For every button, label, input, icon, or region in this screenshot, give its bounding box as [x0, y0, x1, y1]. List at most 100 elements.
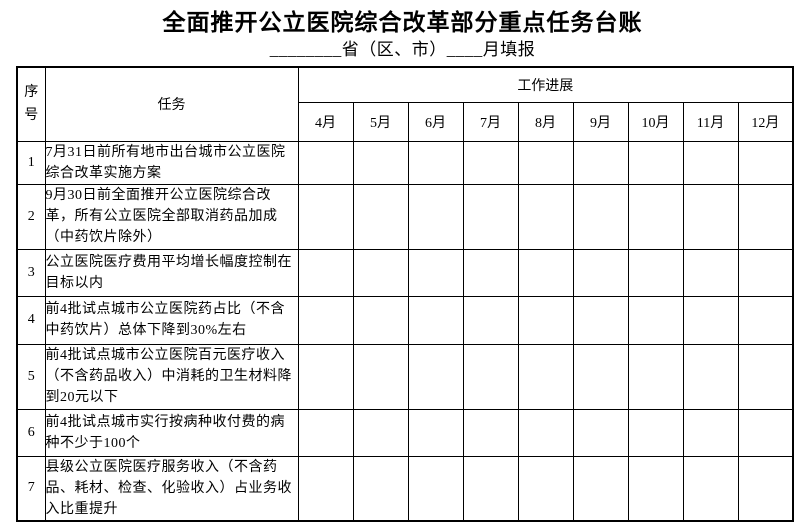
task-cell: 前4批试点城市公立医院百元医疗收入（不含药品收入）中消耗的卫生材料降到20元以下 — [44, 343, 299, 410]
progress-cell — [517, 408, 574, 457]
progress-cell — [352, 455, 409, 521]
progress-cell — [517, 455, 574, 521]
progress-cell — [627, 343, 684, 410]
progress-cell — [462, 408, 519, 457]
progress-cell — [682, 140, 739, 185]
progress-cell — [297, 408, 354, 457]
serial-cell: 1 — [16, 140, 46, 185]
progress-cell — [682, 248, 739, 297]
task-cell: 县级公立医院医疗服务收入（不含药品、耗材、检查、化验收入）占业务收入比重提升 — [44, 455, 299, 521]
progress-cell — [352, 343, 409, 410]
progress-cell — [572, 455, 629, 521]
progress-cell — [352, 248, 409, 297]
progress-cell — [517, 248, 574, 297]
serial-cell: 6 — [16, 408, 46, 457]
progress-cell — [297, 455, 354, 521]
progress-cell — [737, 248, 794, 297]
table-row: 7 县级公立医院医疗服务收入（不含药品、耗材、检查、化验收入）占业务收入比重提升 — [16, 455, 794, 521]
progress-cell — [407, 455, 464, 521]
progress-cell — [297, 248, 354, 297]
serial-cell: 3 — [16, 248, 46, 297]
task-cell: 7月31日前所有地市出台城市公立医院综合改革实施方案 — [44, 140, 299, 185]
task-cell: 公立医院医疗费用平均增长幅度控制在目标以内 — [44, 248, 299, 297]
serial-cell: 2 — [16, 183, 46, 250]
progress-cell — [682, 408, 739, 457]
progress-cell — [737, 140, 794, 185]
progress-cell — [352, 183, 409, 250]
progress-cell — [517, 183, 574, 250]
progress-cell — [462, 183, 519, 250]
col-header-month: 8月 — [517, 101, 574, 142]
progress-cell — [682, 183, 739, 250]
progress-cell — [737, 343, 794, 410]
header-row-top: 序号 任务 工作进展 — [16, 66, 794, 142]
progress-cell — [462, 455, 519, 521]
progress-cell — [407, 248, 464, 297]
table-row: 1 7月31日前所有地市出台城市公立医院综合改革实施方案 — [16, 140, 794, 185]
col-header-month: 6月 — [407, 101, 464, 142]
table-row: 5 前4批试点城市公立医院百元医疗收入（不含药品收入）中消耗的卫生材料降到20元… — [16, 343, 794, 410]
progress-cell — [407, 295, 464, 345]
progress-cell — [352, 408, 409, 457]
progress-cell — [627, 408, 684, 457]
header-row-months: 4月 5月 6月 7月 8月 9月 10月 11月 12月 — [17, 101, 794, 142]
progress-cell — [682, 295, 739, 345]
progress-cell — [572, 140, 629, 185]
task-cell: 9月30日前全面推开公立医院综合改革，所有公立医院全部取消药品加成（中药饮片除外… — [44, 183, 299, 250]
progress-cell — [352, 295, 409, 345]
progress-cell — [462, 248, 519, 297]
progress-cell — [627, 248, 684, 297]
serial-cell: 5 — [16, 343, 46, 410]
progress-cell — [737, 183, 794, 250]
progress-cell — [297, 295, 354, 345]
col-header-month: 11月 — [682, 101, 739, 142]
serial-cell: 4 — [16, 295, 46, 345]
progress-cell — [297, 140, 354, 185]
progress-cell — [627, 183, 684, 250]
progress-cell — [572, 408, 629, 457]
col-header-progress: 工作进展 — [297, 66, 794, 103]
progress-cell — [572, 295, 629, 345]
task-cell: 前4批试点城市实行按病种收付费的病种不少于100个 — [44, 408, 299, 457]
progress-cell — [627, 140, 684, 185]
col-header-month: 5月 — [352, 101, 409, 142]
progress-cell — [462, 295, 519, 345]
task-cell: 前4批试点城市公立医院药占比（不含中药饮片）总体下降到30%左右 — [44, 295, 299, 345]
progress-cell — [572, 343, 629, 410]
progress-cell — [737, 295, 794, 345]
progress-cell — [572, 183, 629, 250]
col-header-month: 12月 — [737, 101, 794, 142]
progress-cell — [407, 343, 464, 410]
document-subtitle: ________省（区、市）____月填报 — [269, 40, 536, 59]
progress-cell — [517, 295, 574, 345]
progress-cell — [682, 455, 739, 521]
progress-cell — [407, 408, 464, 457]
col-header-month: 4月 — [297, 101, 354, 142]
progress-cell — [517, 140, 574, 185]
col-header-month: 7月 — [462, 101, 519, 142]
progress-cell — [737, 455, 794, 521]
progress-cell — [297, 343, 354, 410]
col-header-month: 9月 — [572, 101, 629, 142]
progress-cell — [627, 455, 684, 521]
serial-cell: 7 — [16, 455, 46, 521]
col-header-month: 10月 — [627, 101, 684, 142]
progress-cell — [462, 343, 519, 410]
task-ledger-table: 序号 任务 工作进展 4月 5月 6月 7月 8月 9月 10月 11月 12月… — [16, 66, 795, 522]
table-row: 4 前4批试点城市公立医院药占比（不含中药饮片）总体下降到30%左右 — [16, 295, 794, 345]
progress-cell — [407, 140, 464, 185]
col-header-task: 任务 — [44, 66, 299, 142]
progress-cell — [407, 183, 464, 250]
progress-cell — [517, 343, 574, 410]
table-row: 2 9月30日前全面推开公立医院综合改革，所有公立医院全部取消药品加成（中药饮片… — [16, 183, 794, 250]
col-header-serial: 序号 — [16, 66, 46, 142]
progress-cell — [572, 248, 629, 297]
progress-cell — [682, 343, 739, 410]
table-row: 6 前4批试点城市实行按病种收付费的病种不少于100个 — [16, 408, 794, 457]
progress-cell — [627, 295, 684, 345]
table-row: 3 公立医院医疗费用平均增长幅度控制在目标以内 — [16, 248, 794, 297]
progress-cell — [352, 140, 409, 185]
progress-cell — [737, 408, 794, 457]
progress-cell — [297, 183, 354, 250]
